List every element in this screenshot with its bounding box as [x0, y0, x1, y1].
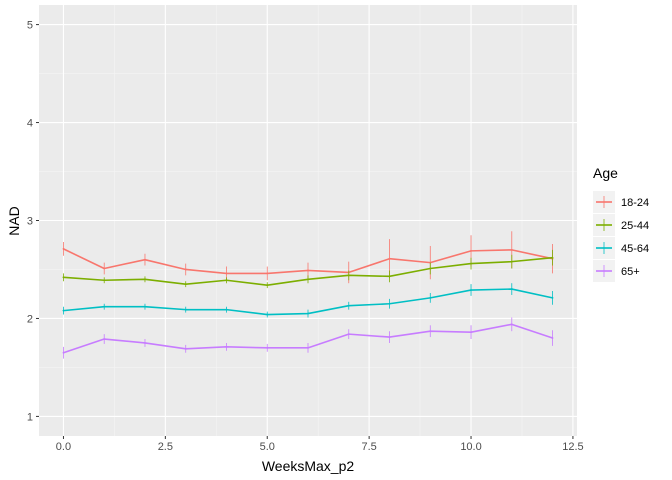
data-point	[551, 337, 554, 339]
y-axis-title: NAD	[6, 206, 22, 236]
data-point	[388, 275, 391, 278]
data-point	[184, 308, 187, 311]
legend-label: 45-64	[621, 243, 649, 255]
data-point	[266, 346, 269, 349]
data-point	[62, 351, 65, 354]
data-point	[510, 260, 513, 263]
data-point	[225, 272, 228, 275]
data-point	[144, 305, 146, 308]
y-tick-label: 4	[27, 118, 33, 130]
data-point	[429, 296, 432, 299]
y-tick-label: 5	[27, 20, 33, 32]
data-point	[62, 248, 65, 250]
data-point	[510, 323, 513, 326]
data-point	[307, 269, 309, 272]
grid-lines	[39, 5, 577, 436]
data-point	[388, 336, 391, 338]
data-point	[307, 278, 309, 281]
data-point	[347, 274, 350, 277]
data-point	[225, 345, 228, 348]
data-point	[225, 279, 228, 282]
data-point	[62, 309, 65, 312]
data-point	[307, 312, 309, 315]
data-point	[510, 248, 513, 251]
data-point	[103, 279, 106, 282]
legend-item: 65+	[593, 260, 640, 282]
legend-item: 45-64	[593, 237, 649, 259]
legend-label: 65+	[621, 266, 640, 278]
data-point	[184, 283, 187, 286]
data-point	[388, 257, 391, 260]
legend-item: 25-44	[593, 214, 649, 236]
y-tick-label: 3	[27, 216, 33, 228]
data-point	[103, 338, 106, 340]
data-point	[510, 288, 513, 290]
data-point	[470, 249, 472, 252]
data-point	[429, 330, 432, 333]
series-65+	[62, 317, 554, 359]
data-point	[103, 267, 106, 270]
data-point	[62, 276, 65, 279]
data-point	[388, 302, 391, 305]
data-point	[184, 347, 187, 350]
x-tick-label: 12.5	[562, 441, 583, 453]
data-point	[184, 268, 187, 271]
data-point	[347, 333, 350, 336]
data-point	[266, 272, 269, 275]
series-45-64	[62, 283, 554, 318]
data-point	[225, 308, 228, 311]
data-point	[144, 278, 146, 281]
legend-label: 25-44	[621, 220, 649, 232]
x-tick-label: 0.0	[56, 441, 71, 453]
x-tick-label: 7.5	[361, 441, 376, 453]
legend-item: 18-24	[593, 191, 649, 213]
data-point	[551, 256, 554, 259]
data-point	[470, 262, 472, 265]
legend-label: 18-24	[621, 197, 649, 209]
data-point	[144, 258, 146, 261]
axes: 0.0 2.5 5.0 7.5 10.0 12.5 1 2 3 4 5	[27, 20, 584, 453]
data-point	[144, 342, 146, 344]
x-tick-label: 5.0	[260, 441, 275, 453]
data-point	[470, 331, 472, 334]
data-point	[347, 304, 350, 307]
data-point	[551, 296, 554, 299]
data-point	[429, 267, 432, 270]
series-layer	[62, 231, 554, 359]
x-tick-label: 2.5	[158, 441, 173, 453]
x-tick-label: 10.0	[460, 441, 481, 453]
y-tick-label: 1	[27, 411, 33, 423]
data-point	[266, 284, 269, 287]
y-tick-label: 2	[27, 313, 33, 325]
data-point	[103, 305, 106, 308]
data-point	[307, 346, 309, 349]
legend: Age 18-24 25-44 45-64 65+	[593, 165, 649, 282]
data-point	[266, 313, 269, 316]
legend-title: Age	[593, 165, 618, 181]
x-axis-title: WeeksMax_p2	[262, 458, 355, 474]
data-point	[470, 289, 472, 291]
series-25-44	[62, 249, 554, 289]
